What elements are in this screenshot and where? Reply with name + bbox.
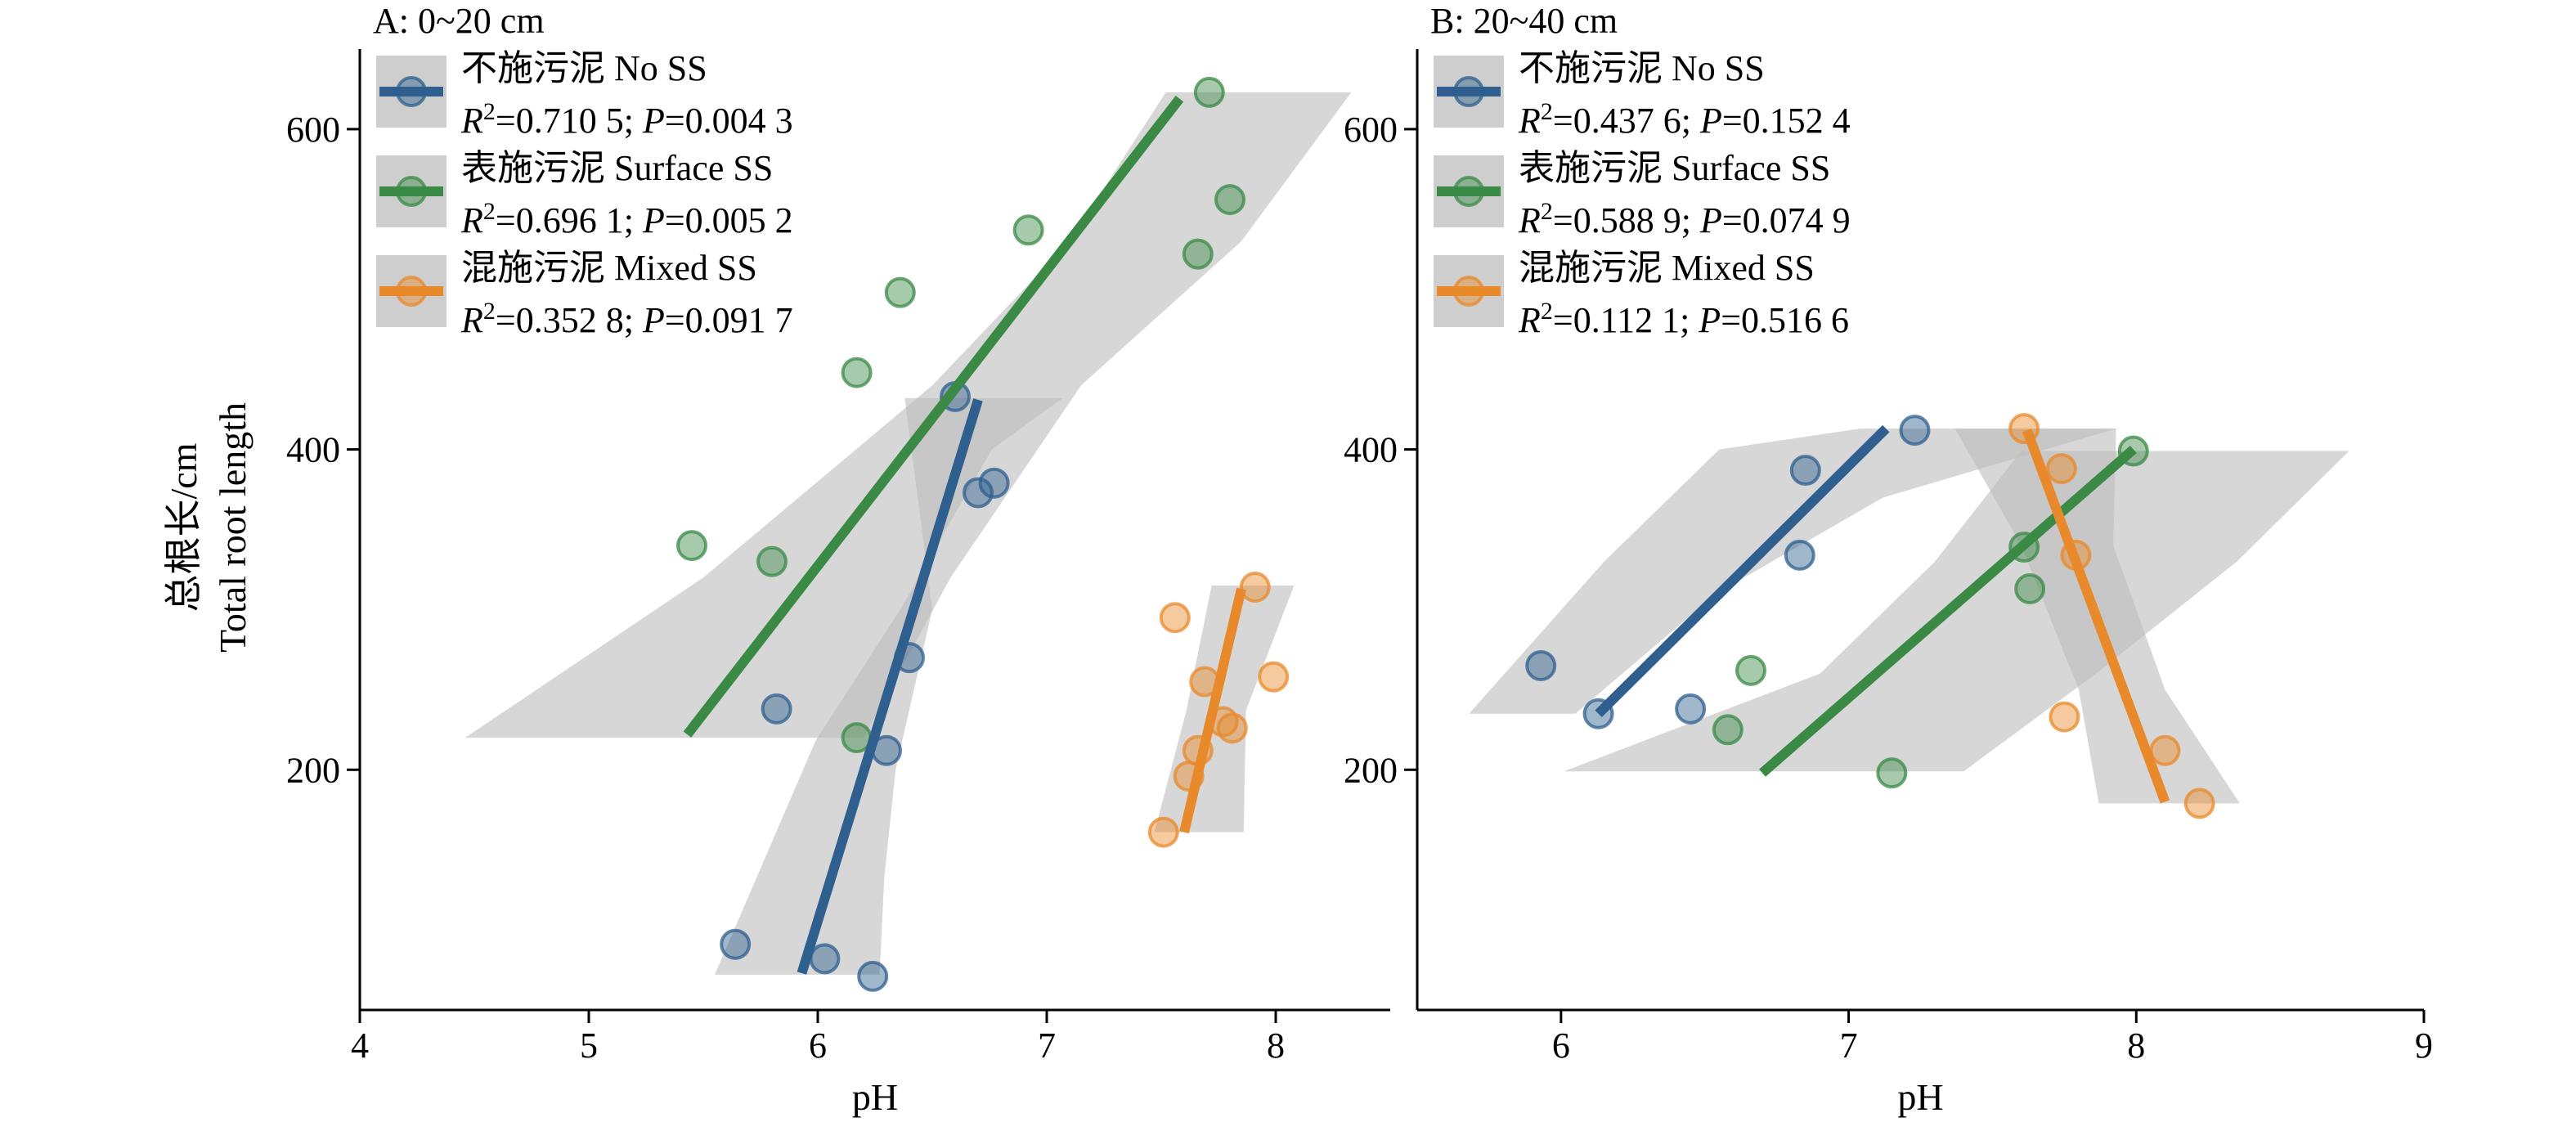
legend-series-name: 表施污泥 Surface SS	[461, 148, 773, 188]
panel-a: 200 400 600 4 5 6 7 8 pH A: 0~20 cm 不施污泥 No SS R2=0…	[286, 1, 1390, 1118]
legend-series-stats: R2=0.352 8; P=0.091 7	[460, 298, 793, 340]
data-point	[2183, 788, 2215, 819]
y-tick-label: 600	[1344, 110, 1398, 150]
x-tick-label: 8	[2127, 1026, 2145, 1066]
y-tick-label: 200	[1344, 750, 1398, 790]
data-point	[809, 943, 841, 975]
data-point	[1147, 816, 1179, 848]
data-point	[1216, 712, 1248, 744]
confidence-band	[1564, 451, 2349, 772]
data-point	[1258, 661, 1290, 693]
legend-series-name: 混施污泥 Mixed SS	[461, 248, 757, 288]
x-axis-title: pH	[852, 1076, 898, 1118]
fit-line	[1179, 587, 1246, 833]
x-tick-label: 7	[1840, 1026, 1858, 1066]
panel-title: A: 0~20 cm	[373, 1, 545, 41]
y-axis-title-chinese: 总根长/cm	[163, 442, 204, 612]
data-point	[2014, 572, 2046, 604]
data-point	[1239, 572, 1271, 603]
data-point	[756, 545, 788, 577]
x-axis-title: pH	[1897, 1076, 1943, 1118]
y-axis-title-english: Total root length	[212, 402, 254, 653]
data-point	[1876, 757, 1908, 789]
x-tick-label: 8	[1267, 1026, 1285, 1066]
y-tick-label: 400	[286, 430, 340, 470]
y-tick-label: 600	[286, 110, 340, 150]
panel-b: 200 400 600 6 7 8 9 pH B: 20~40 cm 不施污泥 No SS R2=0…	[1344, 1, 2433, 1118]
fit-line	[683, 96, 1184, 738]
data-point	[884, 276, 916, 308]
legend-series-name: 混施污泥 Mixed SS	[1519, 248, 1815, 288]
data-point	[1789, 455, 1821, 487]
legend-series-stats: R2=0.588 9; P=0.074 9	[1518, 198, 1851, 240]
data-point	[1525, 649, 1557, 681]
data-point	[1784, 539, 1815, 571]
legend-series-stats: R2=0.112 1; P=0.516 6	[1518, 298, 1849, 340]
data-point	[676, 530, 707, 562]
x-tick-label: 9	[2415, 1026, 2433, 1066]
data-point	[1675, 693, 1707, 725]
data-point	[1899, 415, 1931, 447]
data-point	[2049, 701, 2080, 733]
data-point	[761, 693, 792, 725]
data-point	[1159, 602, 1191, 634]
legend-series-name: 表施污泥 Surface SS	[1519, 148, 1830, 188]
fit-line	[2022, 428, 2170, 804]
legend-swatch-marker	[1453, 176, 1484, 207]
data-point	[1193, 76, 1225, 108]
legend-swatch-marker	[1453, 276, 1484, 307]
data-point	[963, 477, 994, 509]
data-point	[857, 960, 889, 992]
data-point	[2149, 734, 2181, 766]
data-point	[841, 357, 873, 388]
data-point	[1214, 184, 1245, 216]
confidence-band	[1469, 429, 2116, 714]
y-tick-label: 200	[286, 750, 340, 790]
legend-series-name: 不施污泥 No SS	[1519, 48, 1765, 88]
x-tick-label: 7	[1038, 1026, 1056, 1066]
x-tick-label: 5	[580, 1026, 598, 1066]
legend-swatch-marker	[396, 176, 427, 207]
legend-swatch-marker	[1453, 76, 1484, 107]
fit-line	[797, 398, 983, 975]
fit-line	[1759, 446, 2137, 777]
fit-line	[1595, 424, 1890, 717]
data-point	[720, 928, 752, 960]
data-point	[1735, 654, 1766, 686]
legend-series-name: 不施污泥 No SS	[461, 48, 707, 88]
legend-swatch-marker	[396, 76, 427, 107]
x-tick-label: 4	[351, 1026, 369, 1066]
legend-series-stats: R2=0.437 6; P=0.152 4	[1518, 98, 1851, 141]
data-point	[978, 467, 1010, 499]
legend-swatch-marker	[396, 276, 427, 307]
legend-series-stats: R2=0.710 5; P=0.004 3	[460, 98, 793, 141]
legend-series-stats: R2=0.696 1; P=0.005 2	[460, 198, 793, 240]
data-point	[2045, 453, 2077, 485]
panel-title: B: 20~40 cm	[1430, 1, 1618, 41]
y-tick-label: 400	[1344, 430, 1398, 470]
data-point	[1182, 238, 1214, 270]
x-tick-label: 6	[809, 1026, 827, 1066]
x-tick-label: 6	[1552, 1026, 1570, 1066]
data-point	[1012, 214, 1044, 246]
confidence-band	[464, 92, 1352, 738]
data-point	[1712, 714, 1744, 746]
